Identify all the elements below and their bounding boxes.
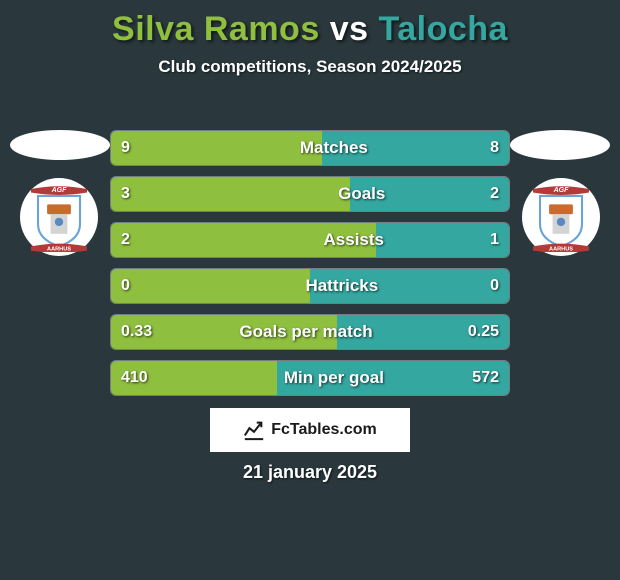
- svg-text:AARHUS: AARHUS: [549, 247, 573, 252]
- stat-right-value: 572: [472, 369, 499, 387]
- brand-logo-icon: [243, 419, 265, 441]
- badge-bottom-text: AARHUS: [47, 247, 71, 252]
- player2-club-badge: AGF AARHUS: [522, 178, 600, 256]
- brand-box: FcTables.com: [210, 408, 410, 452]
- stat-left-value: 2: [121, 231, 130, 249]
- bar-left: [111, 131, 322, 165]
- player1-club-badge: AGF AARHUS: [20, 178, 98, 256]
- badge-top-text: AGF: [51, 187, 68, 194]
- player2-photo-placeholder: [510, 130, 610, 160]
- stat-right-value: 0.25: [468, 323, 499, 341]
- player1-photo-placeholder: [10, 130, 110, 160]
- bar-left: [111, 177, 350, 211]
- player2-name: Talocha: [378, 10, 507, 48]
- stat-row: 2 1 Assists: [110, 222, 510, 258]
- stat-row: 410 572 Min per goal: [110, 360, 510, 396]
- stat-left-value: 9: [121, 139, 130, 157]
- brand-text: FcTables.com: [271, 421, 377, 439]
- vs-text: vs: [330, 10, 369, 48]
- stat-label: Matches: [300, 138, 368, 158]
- stat-right-value: 2: [490, 185, 499, 203]
- date-text: 21 january 2025: [243, 462, 377, 483]
- club-badge-svg: AGF AARHUS: [526, 182, 596, 252]
- stats-container: 9 8 Matches 3 2 Goals 2 1 Assists 0 0 Hattricks 0.33…: [110, 130, 510, 406]
- stat-label: Goals: [338, 184, 385, 204]
- stat-row: 3 2 Goals: [110, 176, 510, 212]
- stat-left-value: 410: [121, 369, 148, 387]
- stat-row: 9 8 Matches: [110, 130, 510, 166]
- stat-label: Hattricks: [305, 276, 378, 296]
- stat-label: Assists: [324, 230, 384, 250]
- stat-right-value: 1: [490, 231, 499, 249]
- stat-label: Min per goal: [284, 368, 384, 388]
- stat-left-value: 0: [121, 277, 130, 295]
- subtitle: Club competitions, Season 2024/2025: [0, 57, 620, 77]
- stat-label: Goals per match: [239, 322, 372, 342]
- stat-right-value: 0: [490, 277, 499, 295]
- club-badge-svg: AGF AARHUS: [24, 182, 94, 252]
- stat-row: 0.33 0.25 Goals per match: [110, 314, 510, 350]
- bar-left: [111, 269, 310, 303]
- comparison-title: Silva Ramos vs Talocha: [0, 10, 620, 49]
- stat-row: 0 0 Hattricks: [110, 268, 510, 304]
- stat-right-value: 8: [490, 139, 499, 157]
- svg-text:AGF: AGF: [553, 187, 570, 194]
- stat-left-value: 3: [121, 185, 130, 203]
- stat-left-value: 0.33: [121, 323, 152, 341]
- player1-name: Silva Ramos: [112, 10, 320, 48]
